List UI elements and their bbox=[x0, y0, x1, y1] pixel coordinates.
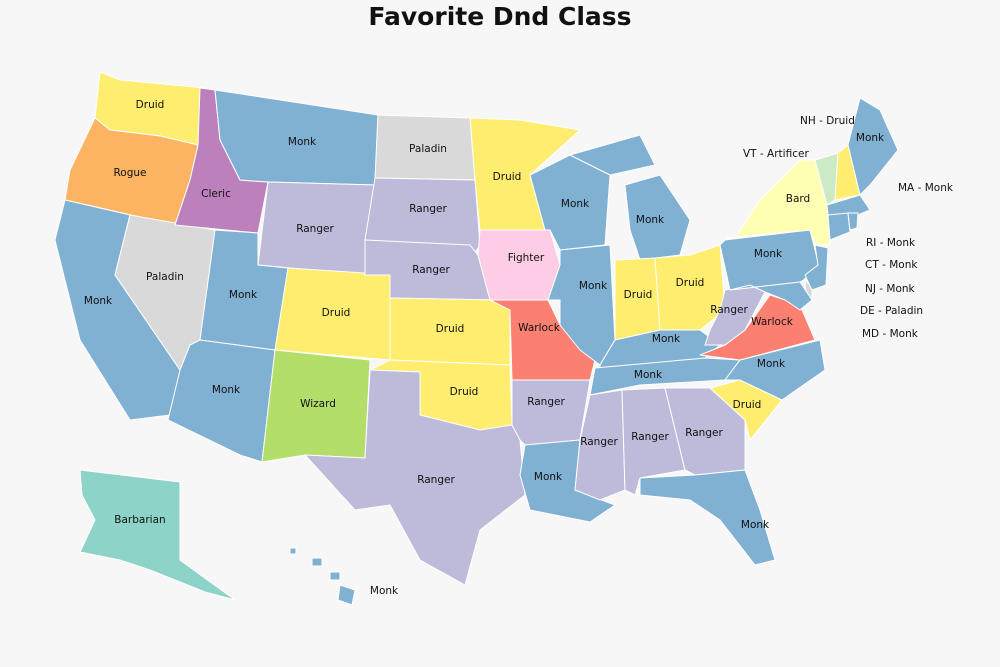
map-title: Favorite Dnd Class bbox=[368, 2, 632, 31]
state-label-ne: Ranger bbox=[412, 264, 450, 276]
callout-label: VT - Artificer bbox=[743, 148, 809, 160]
state-label-wv: Ranger bbox=[710, 304, 748, 316]
state-label-fl: Monk bbox=[741, 519, 770, 531]
state-label-ut: Monk bbox=[229, 289, 258, 301]
state-tx[interactable] bbox=[303, 369, 526, 586]
state-label-ky: Monk bbox=[652, 333, 681, 345]
state-ar[interactable] bbox=[511, 379, 591, 446]
state-label-az: Monk bbox=[212, 384, 241, 396]
state-label-tx: Ranger bbox=[417, 474, 455, 486]
state-label-nd: Paladin bbox=[409, 143, 447, 155]
state-label-ks: Druid bbox=[436, 323, 465, 335]
callout-label: DE - Paladin bbox=[860, 305, 923, 317]
state-label-oh: Druid bbox=[676, 277, 705, 289]
callout-label: RI - Monk bbox=[866, 237, 916, 249]
state-md[interactable] bbox=[729, 281, 813, 311]
state-label-nc: Monk bbox=[757, 358, 786, 370]
state-label-in: Druid bbox=[624, 289, 653, 301]
state-label-al: Ranger bbox=[631, 431, 669, 443]
state-label-me: Monk bbox=[856, 132, 885, 144]
state-ri[interactable] bbox=[847, 212, 859, 231]
callout-label: MA - Monk bbox=[898, 182, 954, 194]
state-ma[interactable] bbox=[826, 194, 871, 216]
state-label-or: Rogue bbox=[113, 167, 146, 179]
callout-label: MD - Monk bbox=[862, 328, 919, 340]
state-label-mo: Warlock bbox=[518, 322, 561, 334]
state-il[interactable] bbox=[547, 244, 616, 366]
state-hi[interactable] bbox=[329, 571, 341, 581]
state-label-sc: Druid bbox=[733, 399, 762, 411]
state-label-mi: Monk bbox=[636, 214, 665, 226]
state-mi[interactable] bbox=[568, 134, 656, 176]
state-ak[interactable] bbox=[79, 469, 236, 601]
state-label-ny: Bard bbox=[786, 193, 810, 205]
state-label-mt: Monk bbox=[288, 136, 317, 148]
state-hi[interactable] bbox=[289, 547, 297, 555]
state-mi[interactable] bbox=[624, 174, 691, 261]
state-ct[interactable] bbox=[827, 212, 851, 241]
state-mo[interactable] bbox=[489, 299, 596, 381]
state-label-ok: Druid bbox=[450, 386, 479, 398]
state-label-wa: Druid bbox=[136, 99, 165, 111]
state-label-id: Cleric bbox=[201, 188, 231, 200]
state-label-wy: Ranger bbox=[296, 223, 334, 235]
state-label-la: Monk bbox=[534, 471, 563, 483]
state-label-wi: Monk bbox=[561, 198, 590, 210]
state-label-hi: Monk bbox=[370, 585, 399, 597]
state-label-co: Druid bbox=[322, 307, 351, 319]
state-label-ms: Ranger bbox=[580, 436, 618, 448]
state-fl[interactable] bbox=[639, 469, 776, 566]
state-label-ar: Ranger bbox=[527, 396, 565, 408]
state-hi[interactable] bbox=[337, 584, 356, 606]
state-label-ak: Barbarian bbox=[114, 514, 165, 526]
state-label-sd: Ranger bbox=[409, 203, 447, 215]
state-label-il: Monk bbox=[579, 280, 608, 292]
callout-label: NH - Druid bbox=[800, 115, 855, 127]
state-label-mn: Druid bbox=[493, 171, 522, 183]
callout-label: CT - Monk bbox=[865, 259, 918, 271]
state-label-tn: Monk bbox=[634, 369, 663, 381]
state-ny[interactable] bbox=[724, 159, 831, 246]
state-label-nm: Wizard bbox=[300, 398, 336, 410]
state-label-ga: Ranger bbox=[685, 427, 723, 439]
state-hi[interactable] bbox=[311, 557, 323, 567]
state-ia[interactable] bbox=[477, 229, 561, 301]
callout-label: NJ - Monk bbox=[865, 283, 916, 295]
state-sc[interactable] bbox=[708, 379, 783, 442]
state-label-nv: Paladin bbox=[146, 271, 184, 283]
state-label-va: Warlock bbox=[751, 316, 794, 328]
state-ks[interactable] bbox=[389, 297, 511, 366]
state-label-pa: Monk bbox=[754, 248, 783, 260]
state-label-ia: Fighter bbox=[508, 252, 545, 264]
state-label-ca: Monk bbox=[84, 295, 113, 307]
